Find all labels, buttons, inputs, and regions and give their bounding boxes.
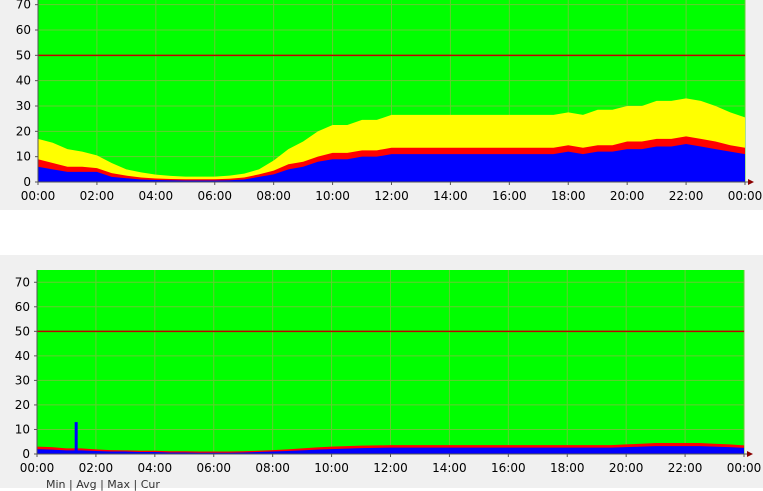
- chart-upper-panel: 0 10 20 30 40 50 60 70 00:00 02:00 04:00 06:00 08:00…: [0, 0, 763, 210]
- y-tick-label: 0: [23, 175, 31, 189]
- x-tick-label: 18:00: [550, 461, 585, 475]
- y-tick-label: 40: [15, 349, 30, 363]
- x-tick-label: 22:00: [669, 189, 704, 203]
- y-tick-label: 10: [16, 150, 31, 164]
- legend-partial-text: Min | Avg | Max | Cur: [46, 478, 160, 491]
- x-tick-label: 12:00: [374, 189, 409, 203]
- x-tick-label: 20:00: [610, 189, 645, 203]
- chart-upper: 0 10 20 30 40 50 60 70 00:00 02:00 04:00 06:00 08:00…: [16, 0, 763, 203]
- x-tick-label: 16:00: [491, 461, 526, 475]
- y-tick-label: 60: [15, 300, 30, 314]
- y-tick-label: 0: [22, 447, 30, 461]
- area-series-1: [38, 144, 745, 182]
- x-tick-label: 00:00: [727, 461, 762, 475]
- y-tick-label: 50: [16, 48, 31, 62]
- x-tick-label: 08:00: [255, 461, 290, 475]
- x-tick-label: 00:00: [21, 189, 56, 203]
- y-tick-label: 40: [16, 74, 31, 88]
- chart-lower-panel: 0 10 20 30 40 50 60 70 00:00 02:00 04:00 06:00 08:00…: [0, 255, 763, 488]
- y-tick-label: 50: [15, 324, 30, 338]
- x-tick-label: 02:00: [80, 189, 115, 203]
- y-tick-label: 30: [16, 99, 31, 113]
- y-tick-label: 30: [15, 373, 30, 387]
- x-tick-label: 06:00: [197, 189, 232, 203]
- y-tick-label: 20: [15, 398, 30, 412]
- y-tick-label: 70: [16, 0, 31, 12]
- x-tick-label: 06:00: [196, 461, 231, 475]
- x-tick-label: 16:00: [492, 189, 527, 203]
- x-tick-label: 18:00: [551, 189, 586, 203]
- x-tick-label: 00:00: [20, 461, 55, 475]
- x-tick-label: 14:00: [432, 461, 467, 475]
- chart-lower: 0 10 20 30 40 50 60 70 00:00 02:00 04:00 06:00 08:00…: [15, 270, 762, 475]
- x-tick-label: 04:00: [139, 189, 174, 203]
- y-tick-label: 60: [16, 23, 31, 37]
- y-tick-label: 70: [15, 275, 30, 289]
- x-tick-label: 10:00: [314, 461, 349, 475]
- x-tick-label: 22:00: [668, 461, 703, 475]
- x-axis-arrow: [747, 451, 753, 457]
- x-tick-label: 04:00: [138, 461, 173, 475]
- x-tick-label: 14:00: [433, 189, 468, 203]
- x-tick-label: 08:00: [256, 189, 291, 203]
- area-series-1: [37, 446, 744, 454]
- x-tick-label: 20:00: [609, 461, 644, 475]
- y-tick-label: 10: [15, 422, 30, 436]
- x-tick-label: 02:00: [79, 461, 114, 475]
- x-tick-label: 12:00: [373, 461, 408, 475]
- x-tick-label: 00:00: [728, 189, 763, 203]
- x-tick-label: 10:00: [315, 189, 350, 203]
- y-tick-label: 20: [16, 124, 31, 138]
- x-axis-arrow: [748, 179, 754, 185]
